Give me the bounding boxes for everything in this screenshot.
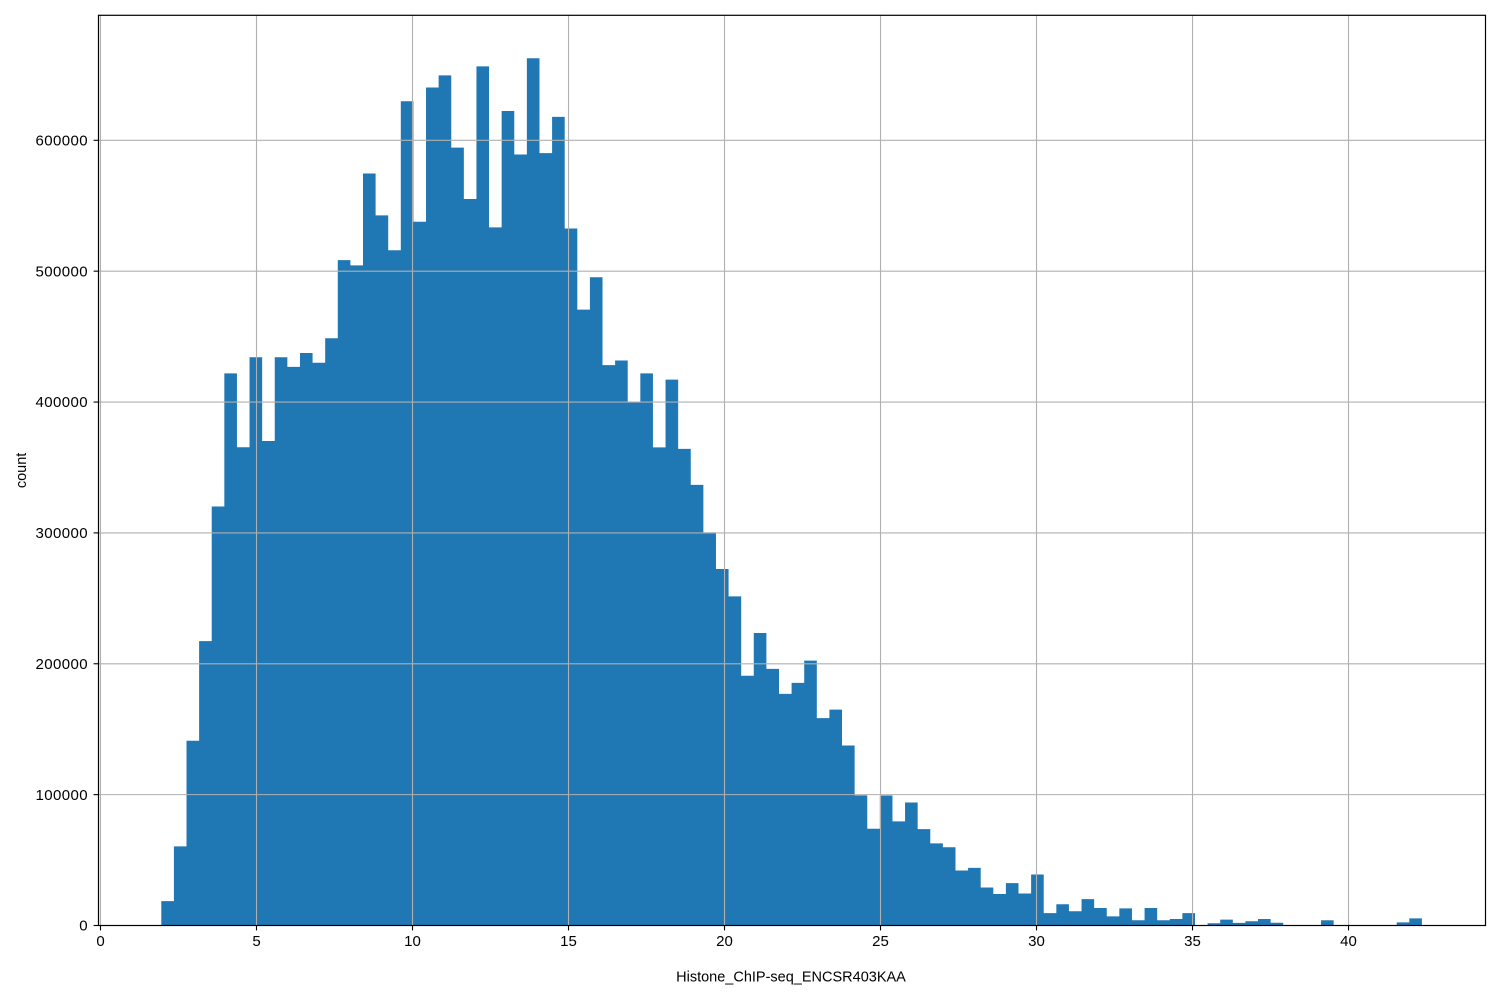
svg-text:10: 10: [404, 933, 421, 950]
svg-text:200000: 200000: [36, 656, 88, 673]
svg-text:400000: 400000: [36, 394, 88, 411]
svg-text:count: count: [14, 453, 30, 488]
svg-text:35: 35: [1184, 933, 1201, 950]
svg-text:0: 0: [96, 933, 104, 950]
svg-text:0: 0: [79, 918, 88, 935]
svg-text:30: 30: [1028, 933, 1045, 950]
svg-text:15: 15: [560, 933, 577, 950]
svg-text:Histone_ChIP-seq_ENCSR403KAA: Histone_ChIP-seq_ENCSR403KAA: [676, 969, 906, 985]
svg-text:40: 40: [1340, 933, 1357, 950]
svg-text:25: 25: [872, 933, 889, 950]
svg-text:600000: 600000: [36, 133, 88, 150]
svg-text:20: 20: [716, 933, 733, 950]
svg-text:300000: 300000: [36, 525, 88, 542]
svg-text:5: 5: [252, 933, 260, 950]
svg-text:100000: 100000: [36, 787, 88, 804]
svg-text:500000: 500000: [36, 263, 88, 280]
